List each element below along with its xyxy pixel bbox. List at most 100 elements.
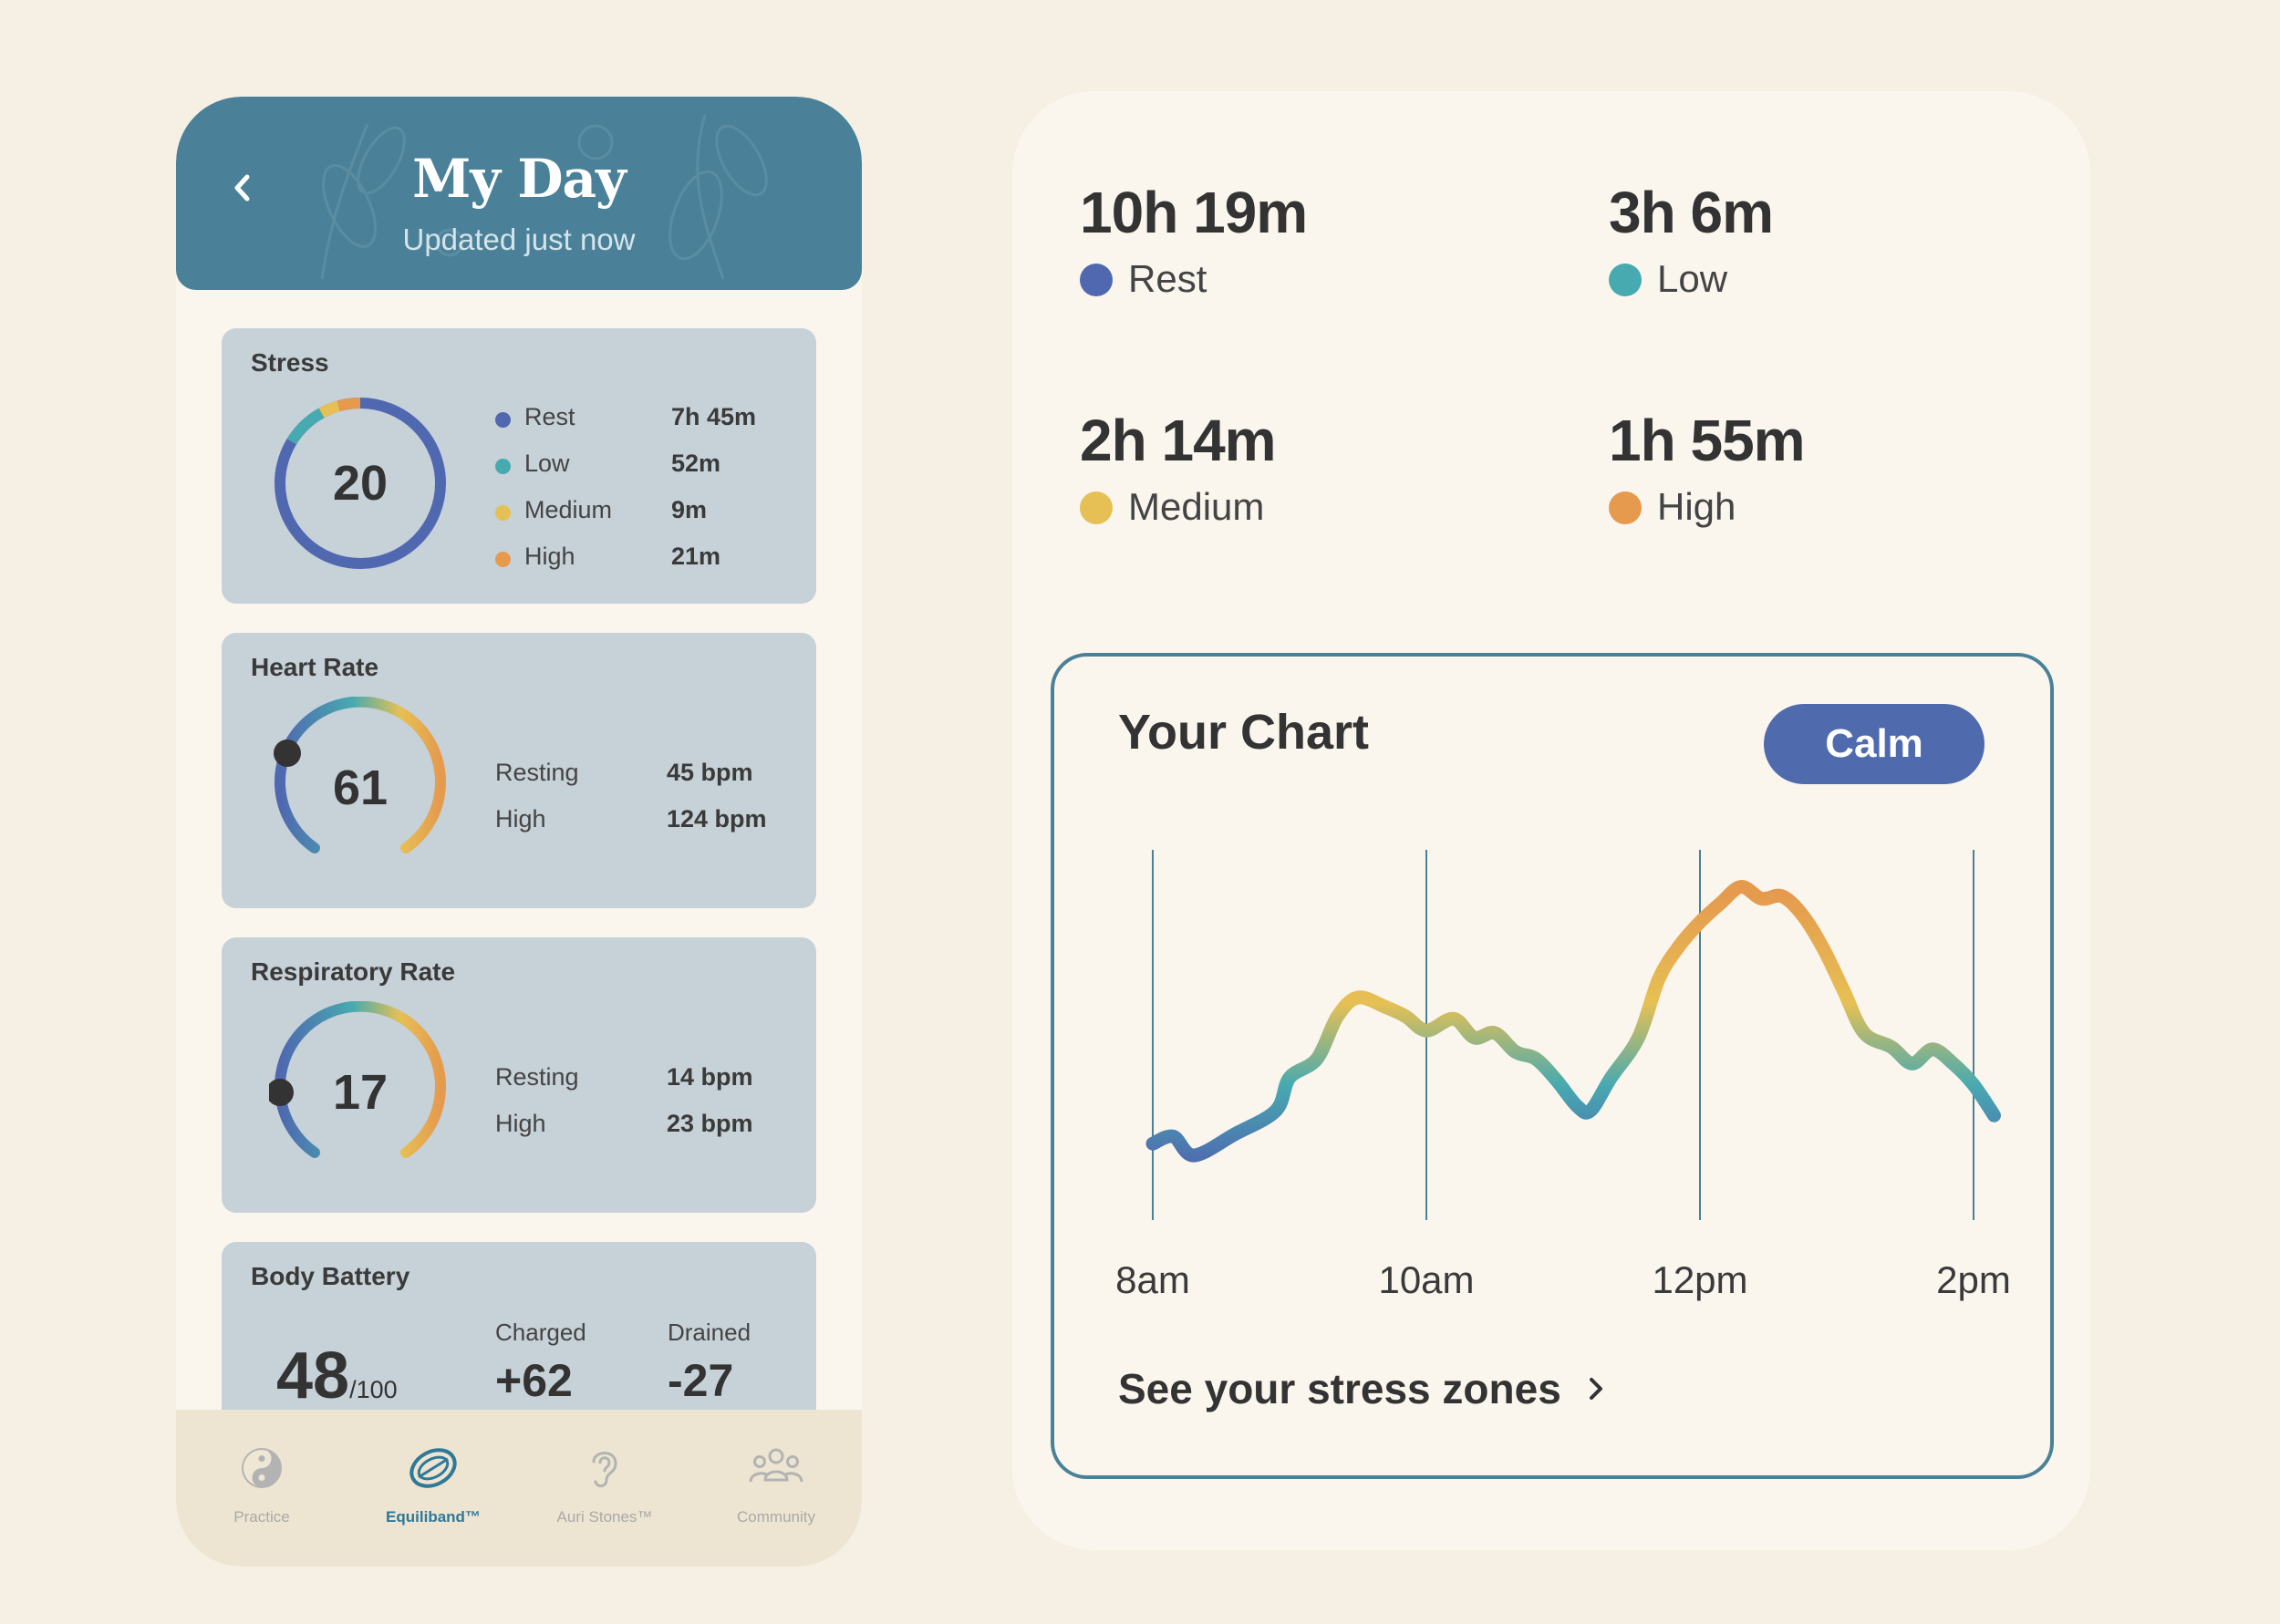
charged-label: Charged	[495, 1319, 586, 1346]
tab-community[interactable]: Community	[690, 1441, 862, 1526]
summary-time: 2h 14m	[1080, 408, 1277, 473]
heart-rate-row-label: High	[495, 805, 546, 833]
yin-yang-icon	[242, 1448, 282, 1488]
stress-row-value: 21m	[671, 543, 721, 570]
stress-row-rest: Rest 7h 45m	[495, 403, 796, 450]
chevron-right-icon	[1589, 1378, 1602, 1400]
summary-rest: 10h 19m Rest	[1080, 179, 1308, 300]
stress-row-low: Low 52m	[495, 450, 796, 496]
stress-row-value: 7h 45m	[671, 403, 757, 430]
stress-line-chart: 8am 10am 12pm 2pm	[1115, 850, 2011, 1301]
respiratory-rate-row-value: 23 bpm	[667, 1110, 753, 1137]
heart-rate-value: 61	[332, 760, 389, 815]
summary-low: 3h 6m Low	[1609, 179, 1774, 300]
stress-row-value: 9m	[671, 496, 708, 523]
body-battery-card-title: Body Battery	[251, 1262, 410, 1290]
chart-x-tick-label: 12pm	[1652, 1258, 1747, 1301]
phone-header: My Day Updated just now	[176, 97, 862, 290]
respiratory-rate-details: Resting 14 bpm High 23 bpm	[495, 1063, 796, 1156]
tab-label: Community	[737, 1508, 815, 1526]
chart-x-tick-label: 8am	[1115, 1258, 1190, 1301]
low-dot	[495, 459, 511, 474]
high-dot	[1609, 491, 1642, 524]
summary-label: Rest	[1128, 257, 1207, 300]
summary-key: Low	[1609, 257, 1773, 300]
stress-ring-gauge	[275, 398, 446, 569]
back-button[interactable]	[220, 160, 265, 215]
band-icon	[409, 1448, 457, 1488]
tab-label: Auri Stones™	[556, 1508, 653, 1526]
stress-series-line	[1145, 880, 2001, 1163]
calm-badge-button[interactable]: Calm	[1764, 704, 1985, 784]
summary-high: 1h 55m High	[1609, 407, 1806, 528]
summary-label: Medium	[1128, 485, 1265, 528]
heart-rate-card-title: Heart Rate	[251, 653, 379, 681]
chart-gridlines	[1152, 850, 1974, 1220]
chart-x-tick-label: 2pm	[1936, 1258, 2011, 1301]
stress-card[interactable]: Stress 20 Rest 7h 45m Low 52m	[222, 328, 816, 604]
body-battery-score: 48	[276, 1340, 350, 1412]
body-battery-value: 48/100	[276, 1339, 398, 1413]
rest-dot	[495, 412, 511, 428]
summary-label: Low	[1657, 257, 1728, 300]
stress-row-medium: Medium 9m	[495, 496, 796, 543]
respiratory-rate-row-resting: Resting 14 bpm	[495, 1063, 796, 1110]
rest-dot	[1080, 264, 1113, 296]
respiratory-rate-row-label: High	[495, 1110, 546, 1137]
ear-icon	[592, 1452, 617, 1488]
summary-time: 3h 6m	[1609, 180, 1774, 245]
stress-summary-panel: 10h 19m Rest 3h 6m Low 2h 14m Medium 1h …	[1012, 91, 2090, 1550]
medium-dot	[495, 505, 511, 521]
high-dot	[495, 552, 511, 567]
stress-legend: Rest 7h 45m Low 52m Medium 9m High 21m	[495, 403, 796, 589]
respiratory-rate-row-high: High 23 bpm	[495, 1110, 796, 1156]
heart-rate-row-resting: Resting 45 bpm	[495, 759, 796, 805]
heart-rate-arc-gauge	[274, 697, 446, 853]
heart-rate-row-value: 45 bpm	[667, 759, 753, 786]
stress-row-label: High	[524, 543, 575, 570]
summary-medium: 2h 14m Medium	[1080, 407, 1277, 528]
summary-time: 10h 19m	[1080, 180, 1308, 245]
tab-practice[interactable]: Practice	[176, 1441, 347, 1526]
tab-label: Equiliband™	[386, 1508, 481, 1526]
summary-key: Rest	[1080, 257, 1307, 300]
charged-value: +62	[495, 1355, 573, 1406]
stress-card-title: Stress	[251, 348, 329, 377]
tab-auri-stones[interactable]: Auri Stones™	[519, 1441, 690, 1526]
tab-label: Practice	[233, 1508, 290, 1526]
people-icon	[749, 1448, 803, 1483]
stress-row-label: Low	[524, 450, 570, 477]
body-battery-drained: Drained -27	[668, 1319, 751, 1407]
summary-time: 1h 55m	[1609, 408, 1806, 473]
page-title: My Day	[412, 148, 627, 210]
respiratory-rate-value: 17	[332, 1065, 389, 1120]
stress-row-label: Medium	[524, 496, 613, 523]
stress-row-value: 52m	[671, 450, 721, 477]
low-dot	[1609, 264, 1642, 296]
stress-chart-card: 8am 10am 12pm 2pm Your Chart Calm See your …	[1051, 653, 2054, 1479]
stress-row-high: High 21m	[495, 543, 796, 589]
body-battery-max: /100	[349, 1376, 398, 1403]
drained-label: Drained	[668, 1319, 751, 1346]
respiratory-rate-card[interactable]: Respiratory Rate 17 Resting 14 bpm	[222, 937, 816, 1213]
drained-value: -27	[668, 1355, 734, 1406]
leaf-pattern-decoration	[320, 114, 768, 280]
body-battery-card[interactable]: Body Battery 48/100 Charged +62 Drained …	[222, 1242, 816, 1443]
heart-rate-details: Resting 45 bpm High 124 bpm	[495, 759, 796, 852]
body-battery-charged: Charged +62	[495, 1319, 586, 1407]
chart-x-tick-label: 10am	[1378, 1258, 1474, 1301]
heart-rate-row-label: Resting	[495, 759, 579, 786]
heart-rate-card[interactable]: Heart Rate 61 Resting 45 bpm	[222, 633, 816, 908]
chevron-left-icon	[234, 174, 250, 202]
summary-key: High	[1609, 485, 1805, 528]
stress-score: 20	[332, 456, 389, 511]
summary-label: High	[1657, 485, 1736, 528]
summary-key: Medium	[1080, 485, 1276, 528]
metric-cards: Stress 20 Rest 7h 45m Low 52m	[222, 328, 816, 1472]
stress-row-label: Rest	[524, 403, 575, 430]
respiratory-rate-row-label: Resting	[495, 1063, 579, 1091]
heart-rate-row-value: 124 bpm	[667, 805, 767, 833]
tab-equiliband[interactable]: Equiliband™	[347, 1441, 519, 1526]
page-subtitle: Updated just now	[402, 222, 636, 256]
stress-zones-link[interactable]: See your stress zones	[1118, 1364, 1605, 1413]
